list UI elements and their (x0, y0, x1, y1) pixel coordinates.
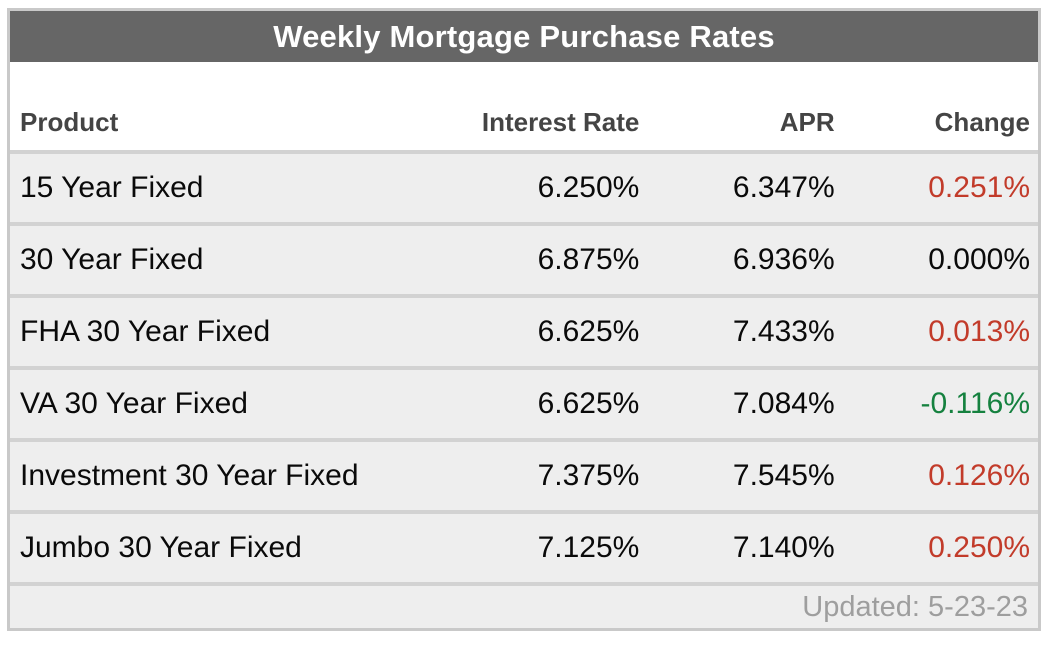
mortgage-rates-widget: Weekly Mortgage Purchase Rates Product I… (7, 8, 1041, 631)
change-cell: 0.251% (842, 150, 1038, 224)
header-row: Product Interest Rate APR Change (10, 62, 1038, 152)
change-cell: -0.116% (842, 366, 1038, 440)
interest-rate-cell: 7.375% (441, 438, 648, 512)
column-header-product: Product (10, 62, 442, 152)
apr-cell: 7.140% (647, 510, 843, 584)
table-row: FHA 30 Year Fixed 6.625% 7.433% 0.013% (10, 294, 1038, 368)
column-header-change: Change (842, 62, 1038, 152)
interest-rate-cell: 6.625% (441, 366, 648, 440)
change-cell: 0.000% (842, 222, 1038, 296)
interest-rate-cell: 6.250% (441, 150, 648, 224)
change-cell: 0.250% (842, 510, 1038, 584)
product-cell: Jumbo 30 Year Fixed (10, 510, 442, 584)
interest-rate-cell: 6.875% (441, 222, 648, 296)
product-cell: FHA 30 Year Fixed (10, 294, 442, 368)
product-cell: VA 30 Year Fixed (10, 366, 442, 440)
apr-cell: 6.347% (647, 150, 843, 224)
table-row: 15 Year Fixed 6.250% 6.347% 0.251% (10, 150, 1038, 224)
updated-timestamp: Updated: 5-23-23 (10, 582, 1038, 628)
interest-rate-cell: 6.625% (441, 294, 648, 368)
table-row: 30 Year Fixed 6.875% 6.936% 0.000% (10, 222, 1038, 296)
column-header-apr: APR (647, 62, 843, 152)
table-row: Jumbo 30 Year Fixed 7.125% 7.140% 0.250% (10, 510, 1038, 584)
product-cell: 30 Year Fixed (10, 222, 442, 296)
change-cell: 0.126% (842, 438, 1038, 512)
apr-cell: 7.084% (647, 366, 843, 440)
widget-title-bar: Weekly Mortgage Purchase Rates (10, 11, 1038, 62)
table-row: VA 30 Year Fixed 6.625% 7.084% -0.116% (10, 366, 1038, 440)
page: { "widget_title": "Weekly Mortgage Purch… (0, 8, 1048, 662)
table-row: Investment 30 Year Fixed 7.375% 7.545% 0… (10, 438, 1038, 512)
footer-row: Updated: 5-23-23 (10, 582, 1038, 628)
rates-table: Product Interest Rate APR Change 15 Year… (10, 62, 1038, 628)
product-cell: 15 Year Fixed (10, 150, 442, 224)
product-cell: Investment 30 Year Fixed (10, 438, 442, 512)
change-cell: 0.013% (842, 294, 1038, 368)
interest-rate-cell: 7.125% (441, 510, 648, 584)
apr-cell: 6.936% (647, 222, 843, 296)
column-header-interest-rate: Interest Rate (441, 62, 648, 152)
apr-cell: 7.433% (647, 294, 843, 368)
apr-cell: 7.545% (647, 438, 843, 512)
widget-title: Weekly Mortgage Purchase Rates (273, 19, 775, 54)
